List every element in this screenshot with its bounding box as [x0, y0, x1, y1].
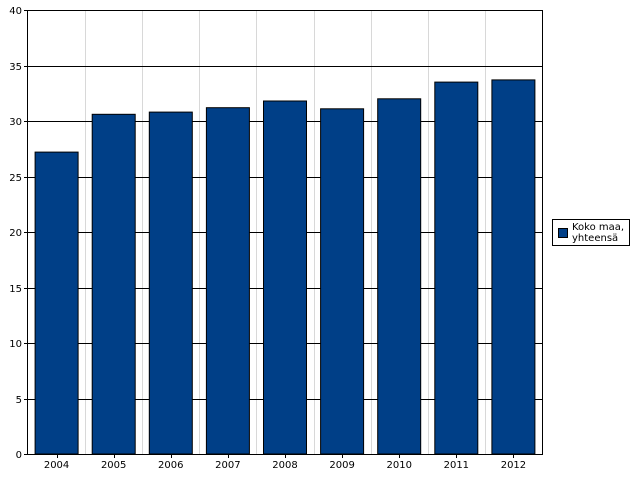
y-tick-label: 15	[9, 284, 22, 295]
bar-series	[34, 79, 536, 455]
x-tick-label: 2012	[501, 460, 526, 471]
bar	[148, 111, 193, 455]
y-tick-label: 30	[9, 117, 22, 128]
y-tick-label: 40	[9, 6, 22, 17]
bar	[491, 79, 536, 455]
x-tick-label: 2007	[215, 460, 240, 471]
bar	[377, 98, 422, 455]
bar	[263, 100, 307, 455]
bar	[434, 81, 479, 455]
y-tick-label: 25	[9, 173, 22, 184]
y-axis-ticks: 0 5 10 15 20 25 30 35 40	[9, 6, 28, 461]
x-tick-label: 2011	[444, 460, 469, 471]
x-tick-label: 2010	[386, 460, 411, 471]
y-tick-label: 35	[9, 62, 22, 73]
bar	[91, 113, 136, 455]
x-tick-label: 2004	[44, 460, 69, 471]
y-tick-label: 10	[9, 339, 22, 350]
y-tick-label: 20	[9, 228, 22, 239]
bar	[34, 151, 79, 455]
x-axis-ticks: 2004 2005 2006 2007 2008 2009 2010 2011 2012	[44, 454, 526, 471]
x-tick-label: 2008	[272, 460, 297, 471]
y-tick-label: 0	[16, 450, 22, 461]
legend-swatch	[558, 228, 568, 238]
x-tick-label: 2006	[158, 460, 183, 471]
x-tick-label: 2009	[329, 460, 354, 471]
bar	[205, 107, 250, 455]
legend-label: Koko maa, yhteensä	[572, 222, 625, 244]
bar	[320, 108, 365, 455]
y-tick-label: 5	[16, 395, 22, 406]
legend: Koko maa, yhteensä	[552, 219, 630, 246]
x-tick-label: 2005	[101, 460, 126, 471]
